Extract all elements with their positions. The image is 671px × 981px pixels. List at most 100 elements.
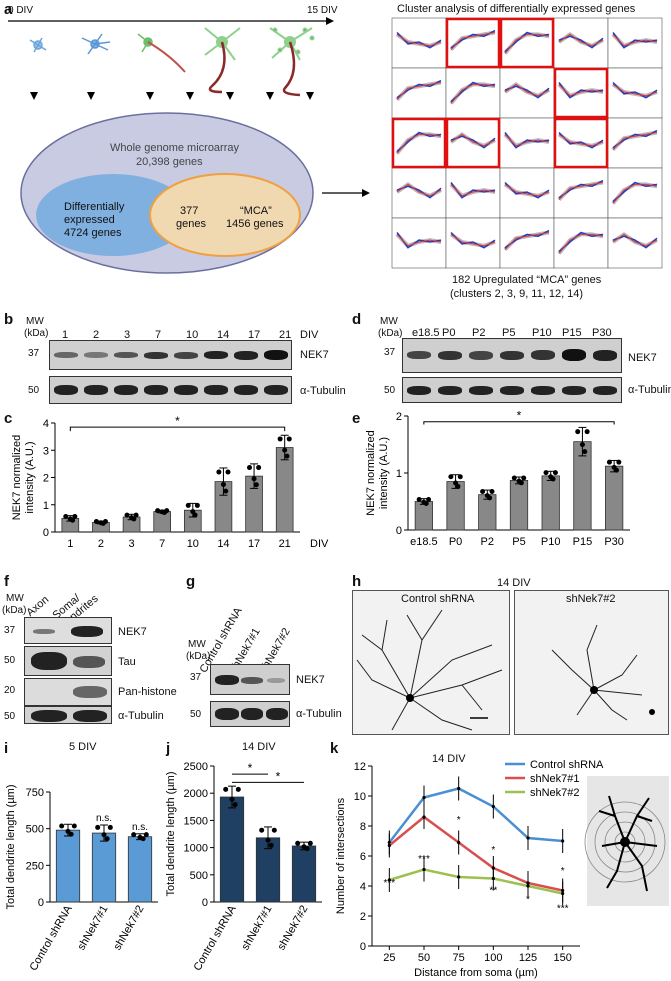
x-tick-label: 17 <box>248 538 260 550</box>
bar <box>541 475 560 531</box>
x-tick-label: 50 <box>418 952 430 964</box>
significance-star: ** <box>489 886 497 897</box>
b-nek7-label: NEK7 <box>300 349 329 361</box>
g-blot-tubulin <box>210 701 290 727</box>
x-tick-label: 25 <box>383 952 395 964</box>
x-tick-label: 10 <box>187 538 199 550</box>
cluster-mean-line <box>396 82 442 100</box>
cluster-mean-line <box>396 133 442 154</box>
y-tick-label: 4 <box>360 881 366 893</box>
d-blot-nek7 <box>402 338 622 373</box>
b-lane-label: 17 <box>248 329 261 341</box>
data-point <box>256 465 262 471</box>
b-blot-tubulin <box>49 376 292 404</box>
significance-star: *** <box>557 904 569 915</box>
significance-star: * <box>517 409 522 423</box>
data-point <box>107 824 113 830</box>
venn-whole-count: 20,398 genes <box>136 156 203 168</box>
cluster-mean-line <box>450 233 496 247</box>
f-blot-tau <box>24 646 112 676</box>
f-m20: 20 <box>4 685 16 696</box>
g-mw: MW <box>188 639 206 650</box>
data-point <box>387 843 391 848</box>
significance-star: *** <box>383 878 395 889</box>
cluster-mean-line <box>504 183 550 197</box>
b-lane-label: 7 <box>155 329 162 341</box>
b-kda: (kDa) <box>24 328 49 339</box>
d-lane-label: P10 <box>532 327 552 339</box>
g-blot-nek7 <box>210 664 290 695</box>
data-point <box>124 512 130 518</box>
panel-label-b: b <box>4 311 14 328</box>
data-point <box>304 846 310 852</box>
b-lane-label: 1 <box>62 329 69 341</box>
blot-band <box>438 350 462 360</box>
y-tick-label: 1500 <box>184 815 208 827</box>
x-tick-label: P15 <box>573 536 593 548</box>
b-lane-label: 3 <box>124 329 131 341</box>
g-tubulin-label: α-Tubulin <box>296 708 342 720</box>
data-point <box>526 884 530 888</box>
data-point <box>457 474 463 480</box>
d-m37: 37 <box>384 347 396 358</box>
timeline-and-neurons <box>8 17 334 100</box>
h-label-control: Control shRNA <box>401 593 475 605</box>
d-mw: MW <box>380 316 398 327</box>
f-lane-axon: Axon <box>24 593 52 619</box>
cluster-mean-line <box>396 33 442 47</box>
cluster-cell <box>499 17 555 69</box>
f-blot-tubulin <box>24 706 112 724</box>
bar <box>153 511 172 533</box>
data-point <box>422 795 426 800</box>
significance-star: *** <box>418 854 430 865</box>
data-point <box>72 513 78 519</box>
chart-e: 0 1 2 e18.5 P0 P2 P5 P10 P15 P30 NEK7 normalized in… <box>365 409 630 548</box>
y-tick-label: 500 <box>26 824 44 836</box>
x-tick-label: Control shRNA <box>192 903 239 973</box>
blot-band <box>407 351 431 359</box>
b-tubulin-label: α-Tubulin <box>300 385 346 397</box>
f-blot-histone <box>24 678 112 706</box>
k-title: 14 DIV <box>432 753 466 765</box>
data-point <box>251 476 257 482</box>
blot-band <box>144 385 168 395</box>
y-tick-label: 0 <box>396 525 402 537</box>
d-lane-label: P5 <box>502 327 516 339</box>
data-point <box>284 453 290 459</box>
data-point <box>268 842 274 848</box>
y-tick-label: 500 <box>190 870 208 882</box>
blot-band <box>54 385 78 395</box>
data-point <box>259 827 265 833</box>
timeline-end: 15 DIV <box>307 5 338 16</box>
timeline-start: 0 DIV <box>8 5 34 16</box>
data-point <box>140 836 146 842</box>
g-m37: 37 <box>190 672 202 683</box>
data-point <box>216 469 222 475</box>
cluster-cell <box>553 217 609 269</box>
y-axis-label: NEK7 normalized <box>365 430 377 516</box>
venn-mca-1: “MCA” <box>240 205 272 217</box>
blot-band <box>84 352 108 358</box>
data-point <box>511 475 517 481</box>
panel-label-g: g <box>186 573 196 590</box>
y-tick-label: 750 <box>26 787 44 799</box>
cluster-blue-lines <box>558 131 604 149</box>
b-lane-label: 21 <box>279 329 292 341</box>
cluster-mean-line <box>504 83 550 97</box>
cluster-mean-line <box>558 182 604 200</box>
venn-whole-label: Whole genome microarray <box>110 142 239 154</box>
cluster-mean-line <box>612 83 658 97</box>
data-point <box>104 836 110 842</box>
data-point <box>480 488 486 494</box>
significance-star: * <box>561 866 565 877</box>
panel-label-d: d <box>352 311 362 328</box>
blot-band <box>531 386 555 395</box>
bar <box>414 501 433 531</box>
cluster-blue-lines <box>450 231 496 249</box>
data-point <box>131 832 137 838</box>
h-label-shnek7: shNek7#2 <box>566 593 616 605</box>
cluster-cell <box>391 117 447 169</box>
data-point <box>223 488 229 494</box>
blot-band <box>562 349 586 361</box>
